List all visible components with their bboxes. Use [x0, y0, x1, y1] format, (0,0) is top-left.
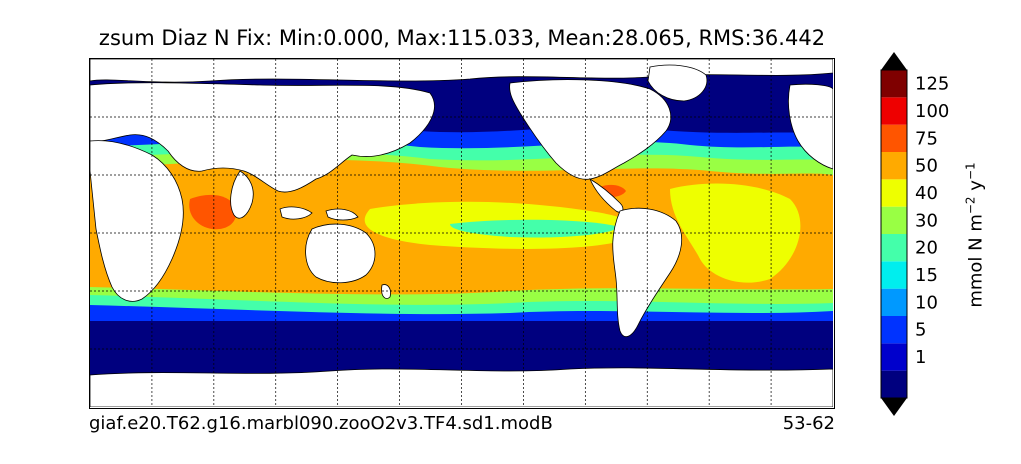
- greenland: [647, 64, 708, 102]
- colorbar-swatch: [881, 70, 907, 98]
- new-zealand: [381, 284, 391, 299]
- north-america: [509, 79, 672, 180]
- equatorial-cyan-tongue: [450, 219, 620, 238]
- colorbar-tick-label: 125: [915, 74, 949, 95]
- australia: [305, 223, 376, 284]
- colorbar-tick-label: 75: [915, 128, 938, 149]
- eurasia: [90, 82, 435, 193]
- colorbar-tick-label: 5: [915, 320, 926, 341]
- colorbar-units-label: mmol N m−2 y−1: [963, 162, 987, 308]
- colorbar-swatch: [881, 124, 907, 152]
- colorbar-swatch: [881, 206, 907, 234]
- colorbar-swatch: [881, 261, 907, 289]
- colorbar-swatch: [881, 288, 907, 316]
- europe-east-edge: [788, 83, 833, 170]
- indonesia: [279, 206, 313, 220]
- colorbar-swatch: [881, 97, 907, 125]
- colorbar-tick-label: 1: [915, 347, 926, 368]
- colorbar-tick-label: 15: [915, 265, 938, 286]
- ocean-map: [90, 59, 833, 407]
- colorbar-swatch: [881, 343, 907, 371]
- india: [230, 170, 254, 219]
- colorbar-swatch: [881, 370, 907, 398]
- colorbar-tick-label: 20: [915, 238, 938, 259]
- map-panel: [89, 58, 835, 409]
- colorbar-tick-label: 10: [915, 292, 938, 313]
- colorbar-tick-label: 40: [915, 183, 938, 204]
- colorbar-tick-label: 30: [915, 210, 938, 231]
- colorbar-frame: [880, 69, 908, 399]
- colorbar-tick-label: 50: [915, 156, 938, 177]
- colorbar-swatch: [881, 152, 907, 180]
- colorbar-swatch: [881, 179, 907, 207]
- colorbar-swatch: [881, 234, 907, 262]
- colorbar-min-arrow: [881, 398, 907, 416]
- map-gridlines: [90, 59, 833, 407]
- case-name-label: giaf.e20.T62.g16.marbl090.zooO2v3.TF4.sd…: [89, 413, 553, 434]
- years-label: 53-62: [782, 413, 835, 434]
- new-guinea: [325, 208, 359, 221]
- indian-ocean-high-region: [189, 194, 237, 230]
- map-title: zsum Diaz N Fix: Min:0.000, Max:115.033,…: [98, 26, 826, 50]
- colorbar-swatch: [881, 316, 907, 344]
- colorbar-tick-label: 100: [915, 101, 949, 122]
- colorbar-max-arrow: [881, 52, 907, 70]
